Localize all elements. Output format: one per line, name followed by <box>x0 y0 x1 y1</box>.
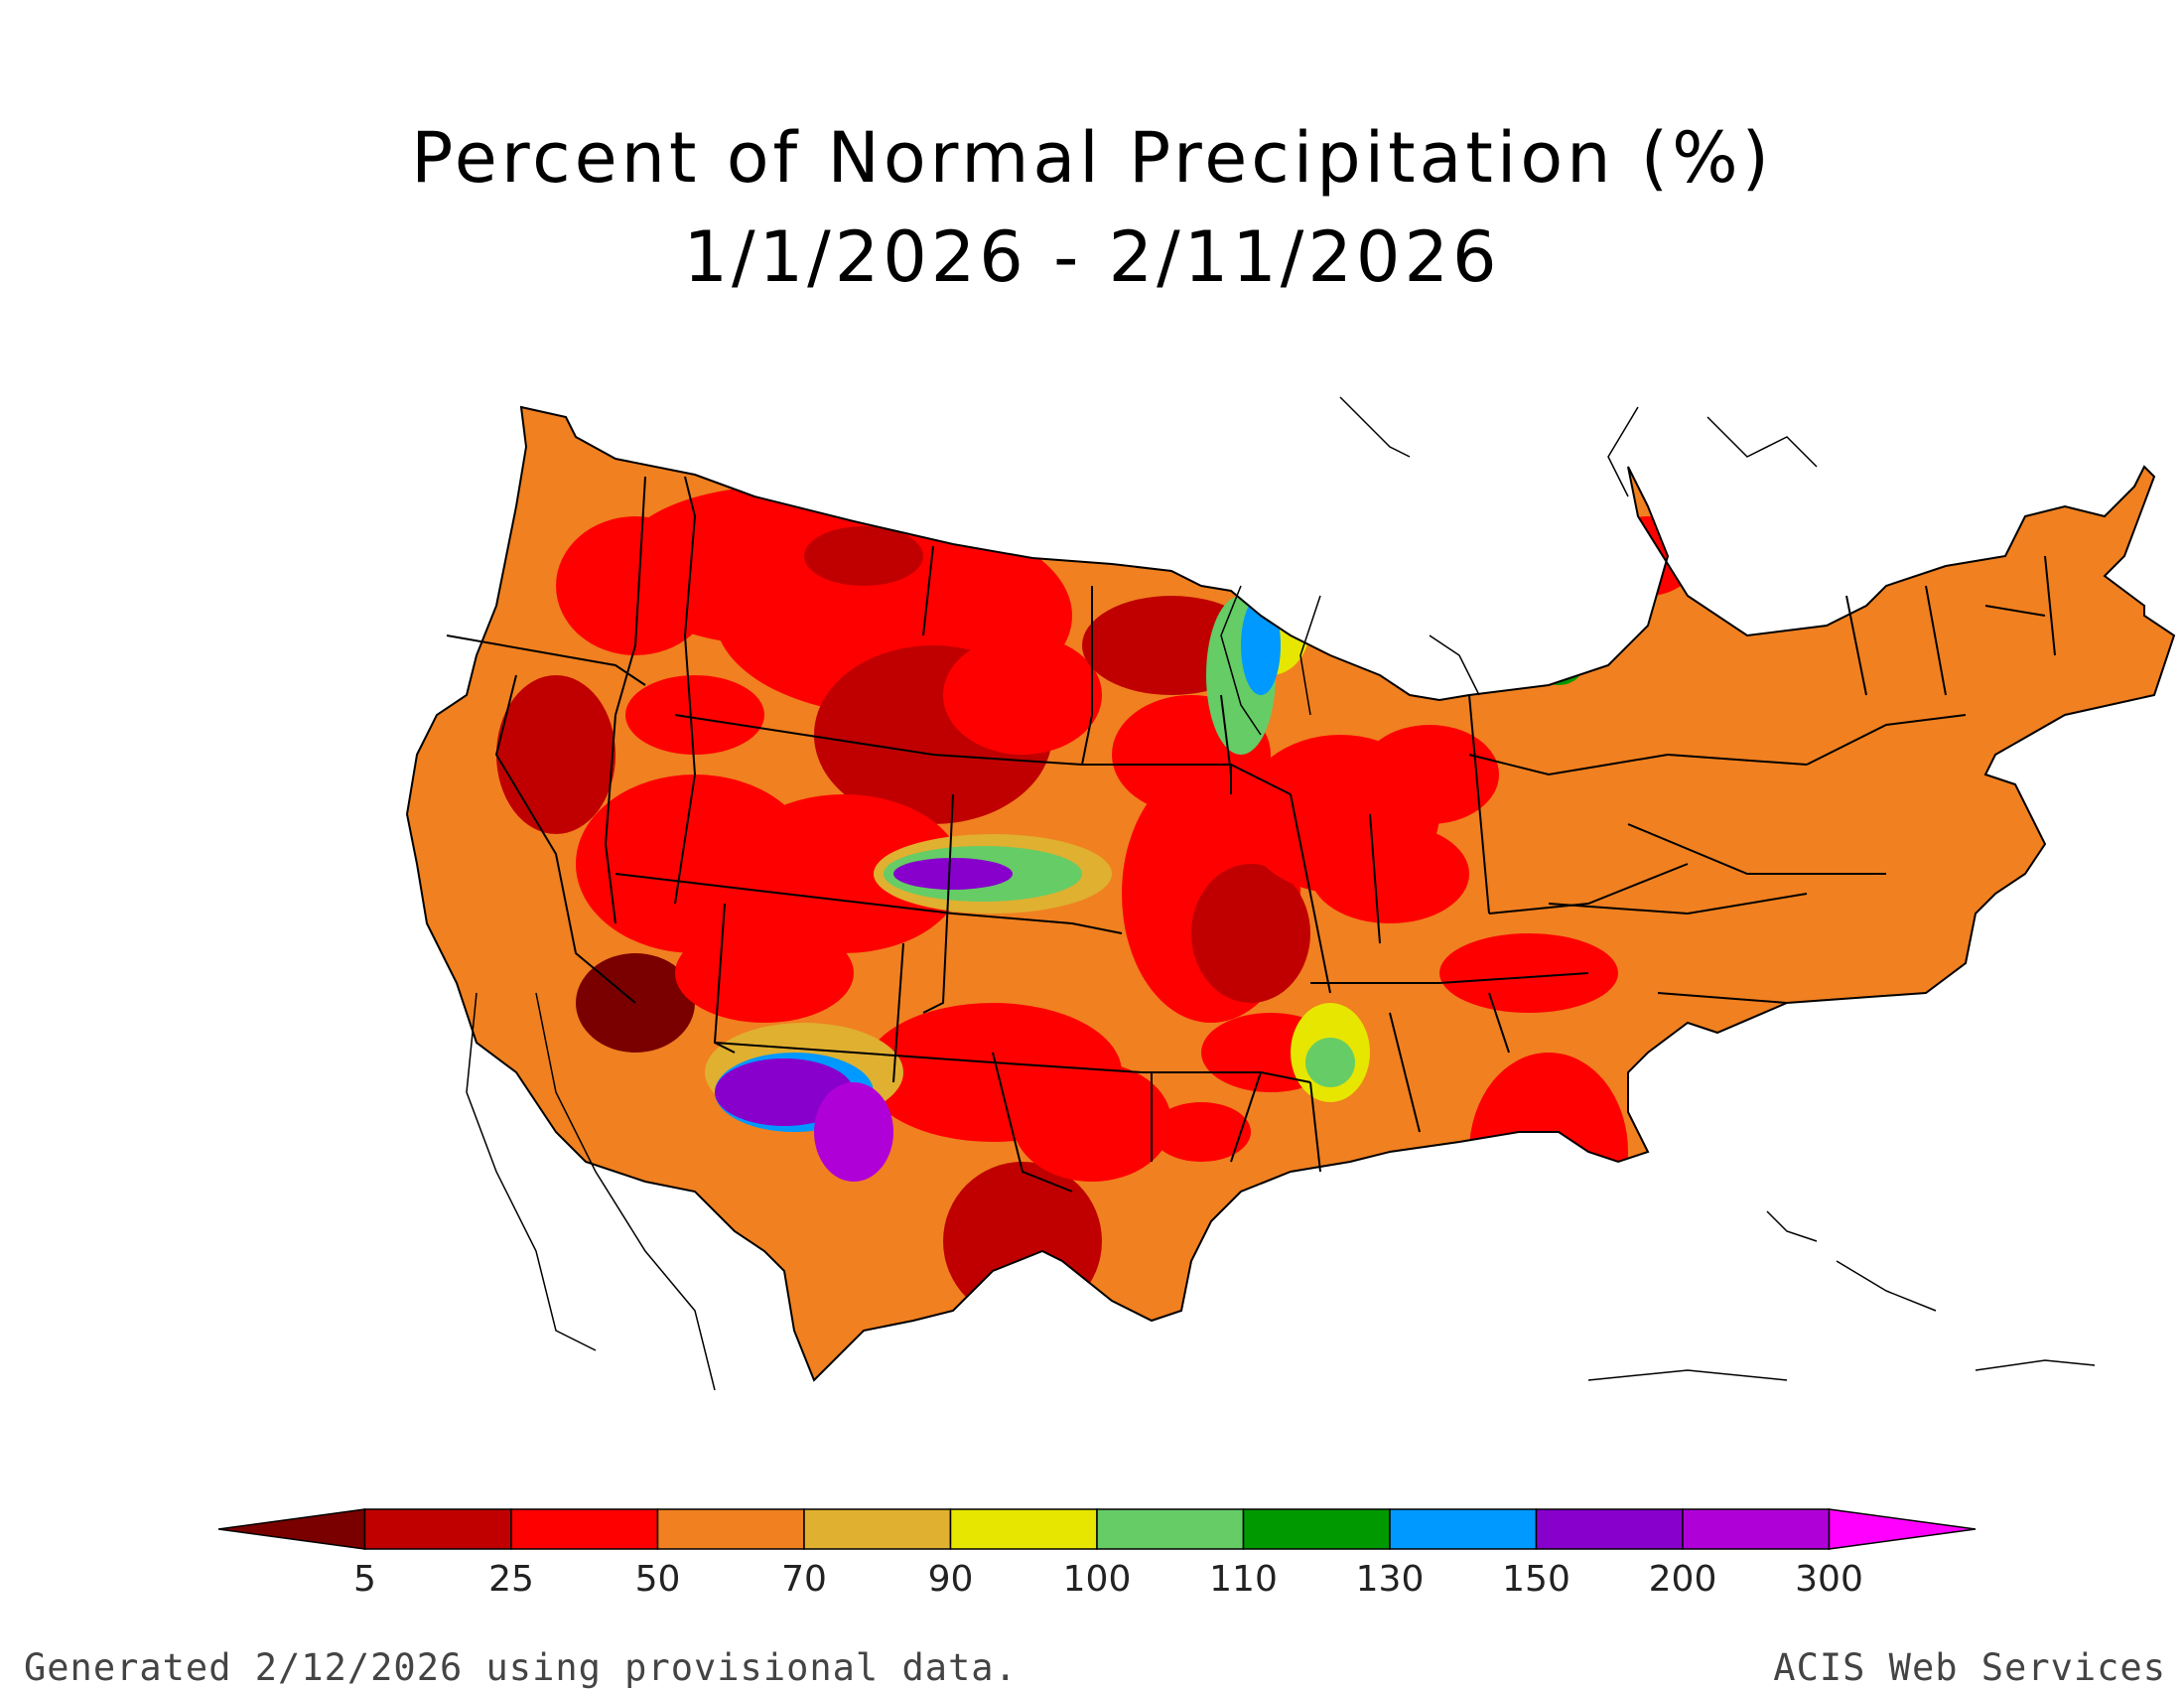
state-boundaries <box>405 405 2176 1382</box>
legend-label: 70 <box>781 1559 827 1600</box>
legend-label: 50 <box>635 1559 681 1600</box>
legend-swatch <box>656 1508 805 1550</box>
legend-swatch <box>949 1508 1098 1550</box>
legend-label: 110 <box>1209 1559 1278 1600</box>
legend-swatch <box>1535 1508 1684 1550</box>
legend-swatch <box>363 1508 512 1550</box>
map-title: Percent of Normal Precipitation (%) <box>411 117 1773 199</box>
map-date-range: 1/1/2026 - 2/11/2026 <box>683 216 1501 298</box>
source-credit: ACIS Web Services <box>1773 1646 2166 1689</box>
legend-swatch <box>1682 1508 1831 1550</box>
legend-label: 150 <box>1502 1559 1570 1600</box>
legend-label: 100 <box>1063 1559 1132 1600</box>
legend-swatch <box>1096 1508 1245 1550</box>
coastline-outlines <box>466 396 2096 1391</box>
legend-swatch <box>1389 1508 1538 1550</box>
generated-note: Generated 2/12/2026 using provisional da… <box>24 1646 1018 1689</box>
legend-swatch <box>217 1508 366 1550</box>
legend-label: 300 <box>1795 1559 1863 1600</box>
legend-swatch <box>1828 1508 1977 1550</box>
legend-swatch <box>803 1508 952 1550</box>
legend-swatch <box>510 1508 659 1550</box>
legend-label: 130 <box>1356 1559 1425 1600</box>
legend-label: 5 <box>353 1559 376 1600</box>
legend-label: 25 <box>488 1559 534 1600</box>
legend-label: 90 <box>928 1559 974 1600</box>
legend-swatch <box>1242 1508 1391 1550</box>
legend-label: 200 <box>1649 1559 1717 1600</box>
